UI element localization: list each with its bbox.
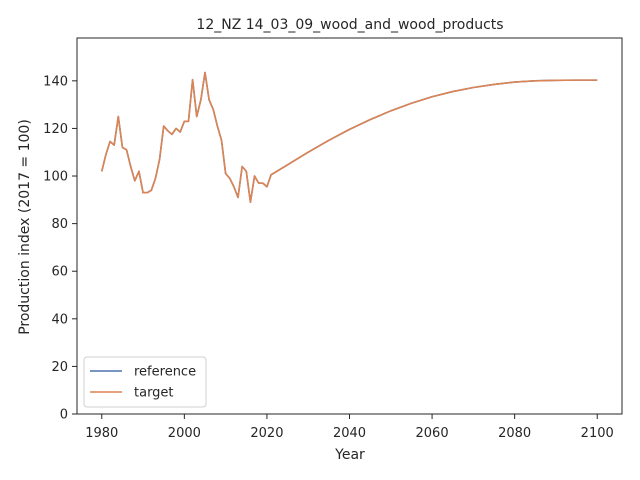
x-tick-label: 2000 xyxy=(168,426,201,441)
y-tick-label: 60 xyxy=(51,265,68,280)
y-tick-label: 20 xyxy=(51,360,68,375)
legend-label-target: target xyxy=(134,386,174,401)
legend: reference target xyxy=(83,356,207,408)
y-tick-label: 100 xyxy=(43,170,68,185)
y-tick-label: 80 xyxy=(51,217,68,232)
plot-area xyxy=(100,71,598,203)
x-tick-label: 2060 xyxy=(416,426,449,441)
x-tick-label: 2100 xyxy=(581,426,614,441)
x-tick-label: 2020 xyxy=(250,426,283,441)
series-line-target xyxy=(100,71,598,203)
x-tick-label: 2040 xyxy=(333,426,366,441)
chart-title: 12_NZ 14_03_09_wood_and_wood_products xyxy=(196,17,503,33)
legend-label-reference: reference xyxy=(134,365,196,380)
y-tick-label: 40 xyxy=(51,312,68,327)
x-axis-label: Year xyxy=(334,447,365,463)
y-tick-label: 120 xyxy=(43,122,68,137)
y-tick-label: 0 xyxy=(60,408,68,423)
y-tick-label: 140 xyxy=(43,74,68,89)
x-tick-label: 1980 xyxy=(85,426,118,441)
x-axis: 1980 2000 2020 2040 2060 2080 2100 xyxy=(85,414,614,441)
x-tick-label: 2080 xyxy=(498,426,531,441)
legend-box xyxy=(83,356,207,408)
y-axis-label: Production index (2017 = 100) xyxy=(17,119,33,335)
y-axis: 0 20 40 60 80 100 120 140 xyxy=(43,74,77,423)
